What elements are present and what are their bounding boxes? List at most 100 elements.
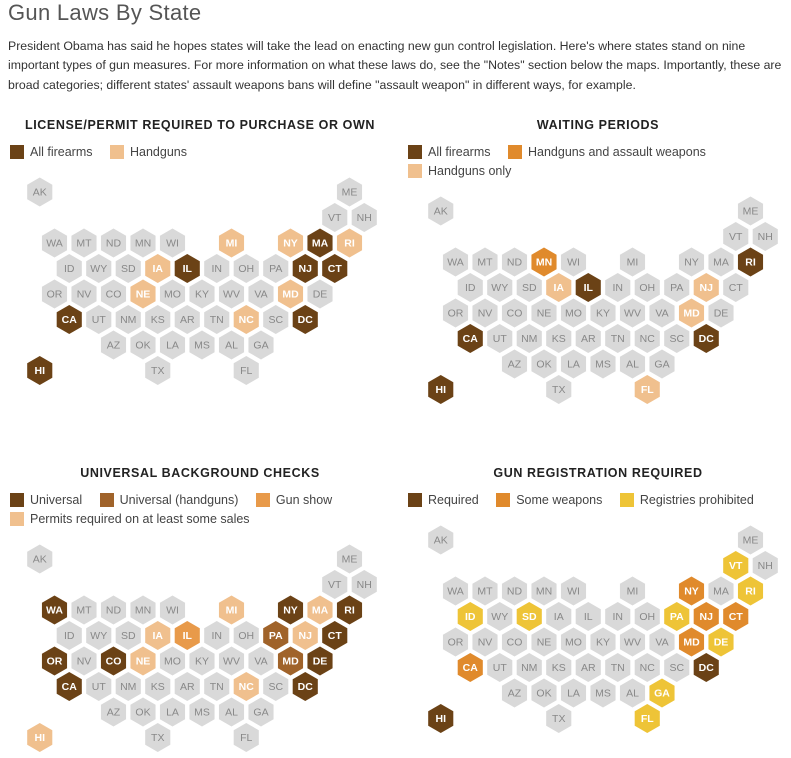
state-tile-dc: DC: [292, 672, 318, 701]
state-label: AL: [225, 707, 238, 719]
legend: All firearms Handguns: [10, 142, 390, 161]
state-hex: [248, 330, 274, 360]
state-hex: [130, 646, 156, 676]
state-tile-ne: NE: [130, 646, 156, 676]
state-hex: [487, 653, 513, 682]
state-hex: [516, 653, 542, 682]
intro-paragraph: President Obama has said he hopes states…: [8, 39, 782, 92]
state-hex: [233, 254, 259, 283]
state-label: WI: [166, 605, 179, 617]
state-label: VA: [254, 289, 267, 301]
state-hex: [263, 305, 289, 334]
state-label: ND: [507, 257, 523, 269]
state-hex: [71, 646, 97, 676]
state-label: IN: [613, 282, 624, 294]
state-label: OH: [639, 611, 655, 623]
state-label: VT: [328, 579, 342, 591]
state-hex: [233, 356, 259, 385]
state-tile-ca: CA: [56, 305, 82, 334]
state-hex: [546, 704, 572, 733]
state-tile-nm: NM: [115, 672, 141, 701]
state-label: NE: [136, 289, 151, 301]
state-label: AZ: [508, 359, 522, 371]
state-tile-nc: NC: [634, 653, 660, 682]
panel-title: WAITING PERIODS: [536, 118, 660, 132]
state-hex: [218, 595, 245, 625]
state-label: UT: [493, 333, 508, 345]
state-label: ND: [507, 586, 523, 598]
state-tile-ky: KY: [189, 279, 215, 309]
state-label: ME: [342, 554, 358, 566]
legend-item: Handguns only: [408, 161, 511, 180]
state-label: VA: [655, 308, 668, 320]
state-hex: [590, 349, 616, 379]
state-label: AK: [33, 554, 47, 566]
legend-label: Registries prohibited: [639, 492, 754, 507]
state-hex: [71, 279, 97, 309]
state-tile-tn: TN: [204, 672, 230, 701]
state-hex: [159, 228, 186, 258]
state-hex: [619, 349, 646, 379]
state-label: IA: [554, 611, 564, 623]
state-tile-co: CO: [100, 646, 127, 676]
legend-item: Gun show: [255, 490, 332, 509]
state-hex: [233, 305, 259, 334]
state-label: MT: [477, 586, 493, 598]
state-hex: [457, 324, 483, 353]
state-hex: [204, 254, 230, 283]
state-tile-wy: WY: [86, 621, 112, 650]
state-hex: [351, 203, 377, 232]
state-tile-mt: MT: [472, 576, 498, 606]
state-tile-mi: MI: [218, 228, 245, 258]
legend-swatch: [99, 492, 114, 507]
state-tile-mo: MO: [159, 646, 186, 676]
state-label: MI: [226, 238, 238, 250]
state-label: FL: [240, 732, 252, 744]
state-hex: [307, 279, 333, 309]
state-label: LA: [567, 688, 580, 700]
state-hex: [560, 298, 587, 328]
state-hex: [516, 324, 542, 353]
state-tile-nd: ND: [501, 247, 528, 277]
state-tile-az: AZ: [100, 330, 127, 360]
state-label: AL: [225, 340, 238, 352]
state-label: CT: [328, 263, 343, 275]
state-hex: [708, 576, 734, 606]
state-label: AZ: [107, 340, 121, 352]
state-tile-ms: MS: [590, 678, 616, 708]
state-hex: [174, 254, 200, 283]
state-label: NV: [478, 308, 493, 320]
state-label: NJ: [700, 611, 714, 623]
state-tile-wa: WA: [41, 228, 68, 258]
state-label: NC: [640, 333, 656, 345]
state-hex: [664, 324, 690, 353]
state-hex: [248, 697, 274, 727]
state-label: SD: [522, 282, 537, 294]
state-hex: [100, 228, 127, 258]
state-tile-ri: RI: [336, 228, 363, 258]
state-tile-va: VA: [248, 279, 274, 309]
state-tile-in: IN: [605, 273, 631, 302]
state-hex: [501, 678, 528, 708]
state-tile-la: LA: [159, 330, 186, 360]
hex-map-license: AK ME VT NH WA MT ND MN WI MI NY MA RI ID WY SD IA IL IN OH…: [27, 177, 377, 385]
state-label: OK: [135, 707, 150, 719]
state-hex: [546, 653, 572, 682]
state-tile-nc: NC: [233, 672, 259, 701]
state-hex: [708, 627, 734, 657]
state-label: SC: [268, 681, 283, 693]
state-hex: [737, 576, 764, 606]
state-label: HI: [436, 384, 447, 396]
state-tile-la: LA: [159, 697, 186, 727]
state-label: MN: [135, 238, 151, 250]
state-label: IN: [212, 263, 223, 275]
state-hex: [590, 678, 616, 708]
state-tile-ia: IA: [546, 273, 572, 302]
state-label: GA: [253, 340, 268, 352]
state-label: WY: [90, 630, 107, 642]
state-hex: [189, 646, 215, 676]
state-tile-wi: WI: [159, 228, 186, 258]
state-tile-ks: KS: [546, 324, 572, 353]
state-label: MD: [282, 289, 299, 301]
state-tile-dc: DC: [693, 324, 719, 353]
